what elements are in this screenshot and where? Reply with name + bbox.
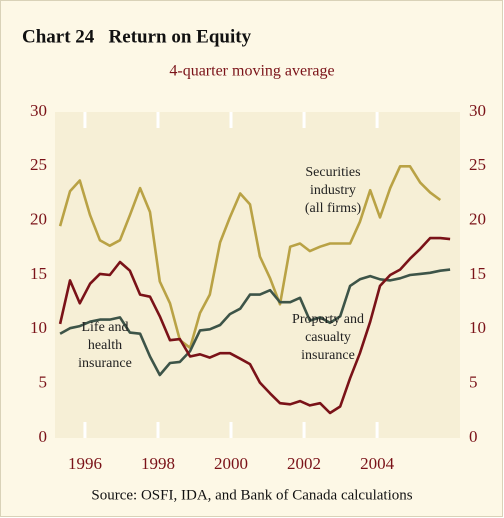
y-tick-label: 10 — [30, 318, 47, 337]
annotation: insurance — [301, 348, 355, 363]
chart-title: Chart 24 Return on Equity — [22, 26, 252, 47]
y2-tick-label: 20 — [469, 210, 486, 229]
y-tick-label: 20 — [30, 210, 47, 229]
y2-tick-label: 5 — [469, 373, 478, 392]
y2-tick-label: 0 — [469, 427, 478, 446]
y-tick-label: 30 — [30, 101, 47, 120]
y2-tick-label: 25 — [469, 155, 486, 174]
x-tick-label: 2000 — [214, 454, 248, 473]
chart-subtitle: 4-quarter moving average — [169, 63, 334, 80]
x-tick-label: 1998 — [141, 454, 175, 473]
y-tick-label: 15 — [30, 264, 47, 283]
annotation: health — [88, 338, 122, 353]
series-line — [58, 165, 442, 350]
source-note: Source: OSFI, IDA, and Bank of Canada ca… — [91, 487, 412, 503]
x-tick-label: 2004 — [360, 454, 395, 473]
y2-tick-label: 10 — [469, 318, 486, 337]
y-tick-label: 0 — [39, 427, 48, 446]
annotation: casualty — [305, 330, 351, 345]
y2-tick-label: 30 — [469, 101, 486, 120]
series-line — [58, 236, 451, 415]
annotation: (all firms) — [305, 201, 362, 216]
y-tick-label: 5 — [39, 373, 48, 392]
x-tick-label: 2002 — [287, 454, 321, 473]
annotation: insurance — [78, 356, 132, 371]
annotation: Life and — [81, 320, 128, 335]
x-tick-label: 1996 — [68, 454, 102, 473]
y-tick-label: 25 — [30, 155, 47, 174]
annotation: Property and — [292, 312, 364, 327]
plot-area — [55, 112, 460, 438]
annotation: industry — [310, 183, 356, 198]
y2-tick-label: 15 — [469, 264, 486, 283]
annotation: Securities — [305, 165, 360, 180]
